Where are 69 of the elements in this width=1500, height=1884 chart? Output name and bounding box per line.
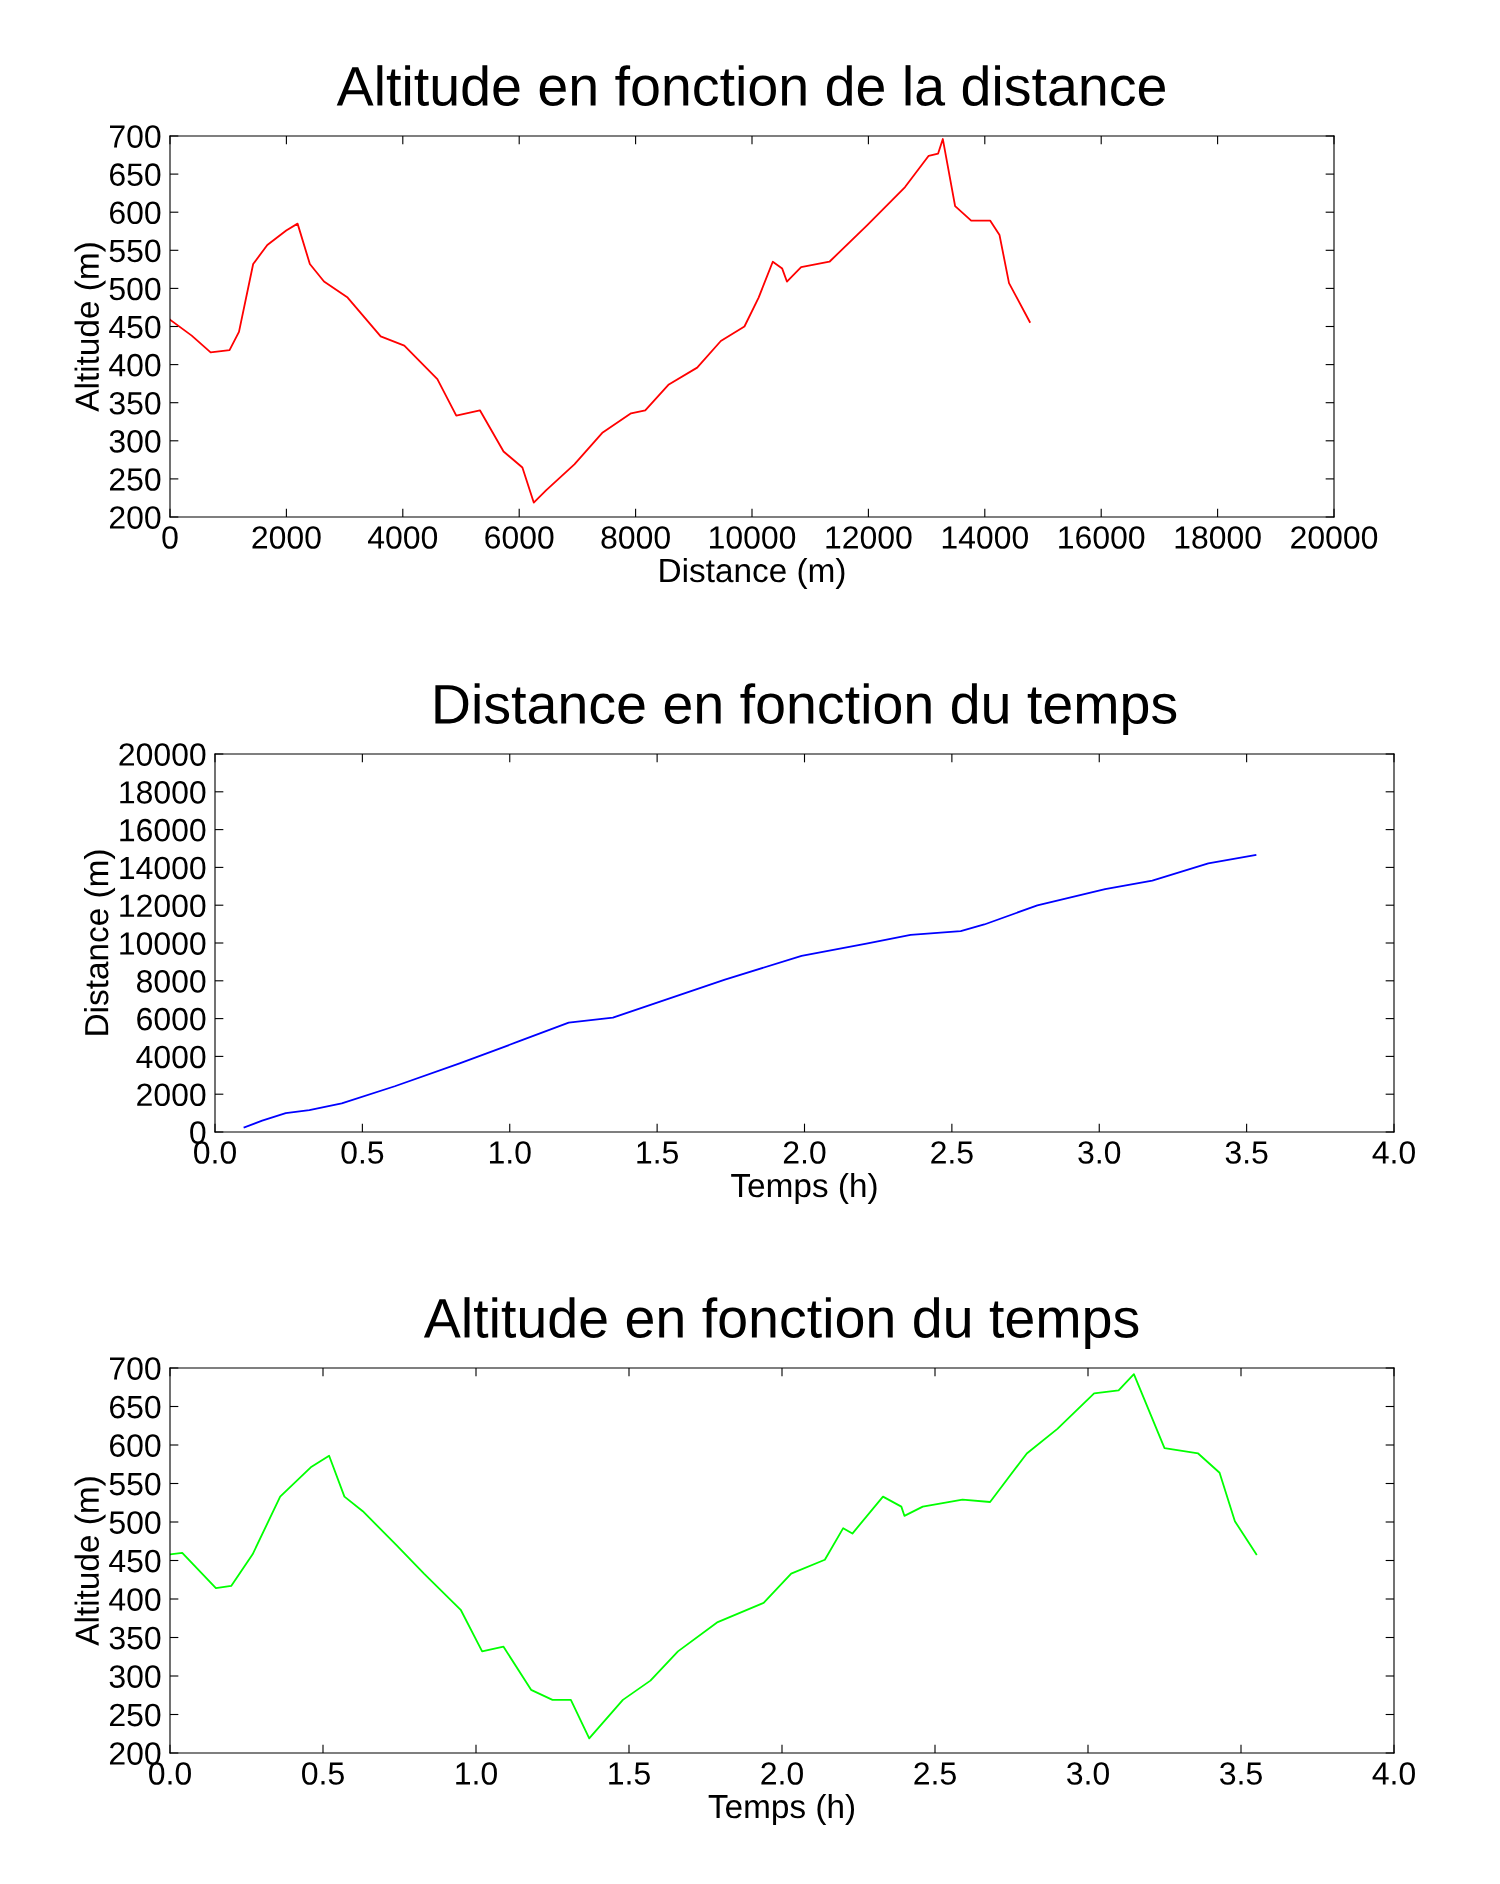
x-tick-label: 3.5	[1220, 1762, 1262, 1785]
line-series	[170, 138, 1031, 504]
x-tick-label: 20000	[1291, 526, 1378, 549]
y-tick-label: 16000	[120, 818, 206, 842]
x-tick-label: 4.0	[1372, 1141, 1415, 1164]
y-tick-label: 450	[109, 315, 161, 339]
y-tick-label: 300	[109, 1665, 161, 1688]
y-tick-label: 200	[109, 506, 161, 529]
y-tick-label: 500	[109, 277, 161, 301]
y-tick-label: 300	[109, 430, 161, 453]
y-tick-label: 500	[109, 1511, 161, 1534]
y-tick-label: 650	[110, 163, 161, 186]
x-axis-title: Distance (m)	[660, 557, 845, 589]
x-tick-label: 1.5	[637, 1141, 678, 1164]
x-tick-label: 2000	[252, 526, 321, 549]
y-axis-title: Altitude (m)	[74, 1477, 106, 1646]
y-axis-title: Distance (m)	[84, 850, 116, 1035]
x-tick-label: 0.5	[302, 1762, 344, 1785]
x-tick-label: 1.5	[609, 1762, 650, 1785]
x-tick-label: 18000	[1175, 526, 1261, 549]
x-tick-label: 3.0	[1078, 1141, 1121, 1164]
y-tick-label: 700	[110, 125, 161, 148]
x-tick-label: 10000	[710, 526, 796, 549]
y-axis-title: Altitude (m)	[74, 243, 106, 412]
y-tick-label: 450	[109, 1549, 161, 1573]
y-tick-label: 10000	[120, 932, 206, 955]
x-axis-title: Temps (h)	[708, 1793, 855, 1825]
y-tick-label: 600	[110, 201, 161, 225]
x-tick-label: 2.5	[931, 1141, 973, 1164]
y-tick-label: 12000	[120, 894, 206, 918]
y-tick-label: 350	[109, 391, 161, 415]
x-axis-title: Temps (h)	[731, 1172, 877, 1204]
y-tick-label: 2000	[137, 1083, 206, 1107]
y-tick-label: 14000	[120, 856, 206, 880]
y-tick-label: 650	[110, 1395, 161, 1419]
y-tick-label: 350	[109, 1626, 161, 1650]
x-tick-label: 0.5	[341, 1141, 384, 1164]
y-tick-label: 18000	[120, 781, 206, 804]
y-tick-label: 600	[110, 1434, 161, 1457]
y-tick-label: 250	[109, 468, 161, 491]
x-tick-label: 1.0	[456, 1762, 497, 1785]
y-tick-label: 4000	[136, 1045, 206, 1069]
chart-title: Altitude en fonction du temps	[423, 1297, 1139, 1349]
x-tick-label: 12000	[826, 526, 912, 549]
y-tick-label: 250	[109, 1703, 161, 1727]
line-series	[170, 1373, 1258, 1740]
x-tick-label: 2.0	[783, 1141, 826, 1164]
x-tick-label: 16000	[1059, 526, 1145, 549]
x-tick-label: 3.0	[1067, 1762, 1109, 1785]
x-tick-label: 3.5	[1225, 1141, 1268, 1164]
chart-title: Distance en fonction du temps	[435, 683, 1177, 735]
y-tick-label: 700	[110, 1357, 161, 1380]
y-tick-label: 400	[109, 353, 161, 377]
x-tick-label: 4000	[368, 526, 438, 549]
y-tick-label: 550	[109, 239, 161, 263]
y-tick-label: 400	[109, 1588, 161, 1611]
x-tick-label: 8000	[601, 526, 670, 549]
y-tick-label: 8000	[137, 970, 206, 993]
x-tick-label: 2.5	[914, 1762, 956, 1785]
y-tick-label: 6000	[137, 1007, 206, 1031]
line-series	[243, 854, 1257, 1129]
x-tick-label: 14000	[942, 526, 1028, 549]
chart-title: Altitude en fonction de la distance	[336, 65, 1165, 106]
x-tick-label: 6000	[485, 526, 554, 549]
x-tick-label: 2.0	[761, 1762, 803, 1785]
y-tick-label: 20000	[119, 743, 206, 766]
x-tick-label: 1.0	[489, 1141, 531, 1164]
y-tick-label: 550	[109, 1472, 161, 1496]
x-tick-label: 4.0	[1372, 1762, 1415, 1785]
